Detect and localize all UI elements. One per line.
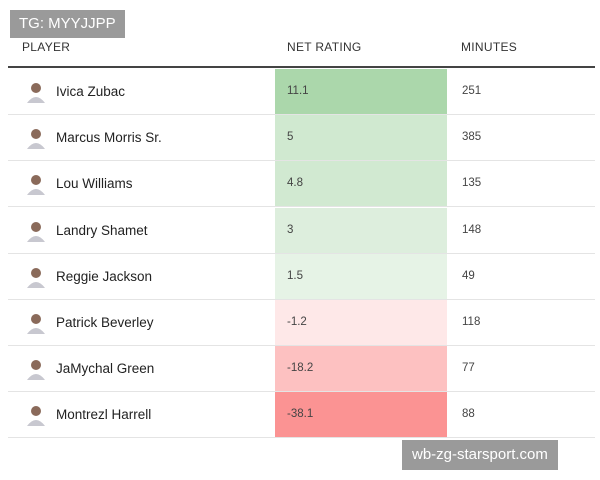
avatar-icon xyxy=(27,129,45,150)
player-name: Lou Williams xyxy=(56,176,133,192)
table-row: Montrezl Harrell -38.1 88 xyxy=(8,392,595,439)
player-name: Patrick Beverley xyxy=(56,315,154,330)
player-name: JaMychal Green xyxy=(56,361,155,377)
minutes: 251 xyxy=(462,85,482,97)
avatar-icon xyxy=(27,267,45,288)
net-rating: 4.8 xyxy=(275,161,447,207)
avatar-icon xyxy=(27,406,45,427)
minutes: 385 xyxy=(462,131,482,144)
avatar-icon xyxy=(27,83,45,103)
net-rating: -18.2 xyxy=(275,346,447,392)
minutes: 77 xyxy=(462,362,475,375)
minutes: 49 xyxy=(462,269,475,282)
table-row: Ivica Zubac 11.1 251 xyxy=(8,69,595,115)
table-row: Marcus Morris Sr. 5 385 xyxy=(8,115,595,162)
header-minutes: MINUTES xyxy=(461,40,518,54)
player-avatar xyxy=(25,404,47,431)
header-rule xyxy=(8,66,595,68)
avatar-icon xyxy=(27,175,45,196)
table-row: Landry Shamet 3 148 xyxy=(8,207,595,254)
table-row: Patrick Beverley -1.2 118 xyxy=(8,300,595,346)
player-avatar xyxy=(25,81,47,108)
footer-watermark: wb-zg-starsport.com xyxy=(402,440,558,470)
net-rating: 11.1 xyxy=(275,69,447,114)
table-row: Reggie Jackson 1.5 49 xyxy=(8,253,595,300)
net-rating: -38.1 xyxy=(275,392,447,438)
header-net-rating: NET RATING xyxy=(287,40,362,54)
avatar-icon xyxy=(27,360,45,381)
net-rating: 5 xyxy=(275,115,447,161)
player-name: Ivica Zubac xyxy=(56,84,126,99)
avatar-icon xyxy=(27,221,45,242)
net-rating: -1.2 xyxy=(275,300,447,345)
net-rating: 1.5 xyxy=(275,253,447,299)
minutes: 135 xyxy=(462,177,482,190)
player-avatar xyxy=(25,127,47,154)
player-name: Marcus Morris Sr. xyxy=(56,130,162,146)
player-avatar xyxy=(25,266,47,293)
avatar-icon xyxy=(27,314,45,334)
player-avatar xyxy=(25,358,47,385)
player-avatar xyxy=(25,220,47,247)
player-name: Montrezl Harrell xyxy=(56,407,152,423)
net-rating: 3 xyxy=(275,207,447,253)
player-avatar xyxy=(25,312,47,339)
watermark: TG: MYYJJPP xyxy=(10,10,125,38)
player-avatar xyxy=(25,173,47,200)
minutes: 148 xyxy=(462,223,482,236)
table-row: JaMychal Green -18.2 77 xyxy=(8,346,595,393)
header-player: PLAYER xyxy=(22,40,71,54)
minutes: 118 xyxy=(462,316,481,328)
player-name: Landry Shamet xyxy=(56,222,148,238)
player-name: Reggie Jackson xyxy=(56,268,153,284)
minutes: 88 xyxy=(462,408,475,421)
table-row: Lou Williams 4.8 135 xyxy=(8,161,595,208)
